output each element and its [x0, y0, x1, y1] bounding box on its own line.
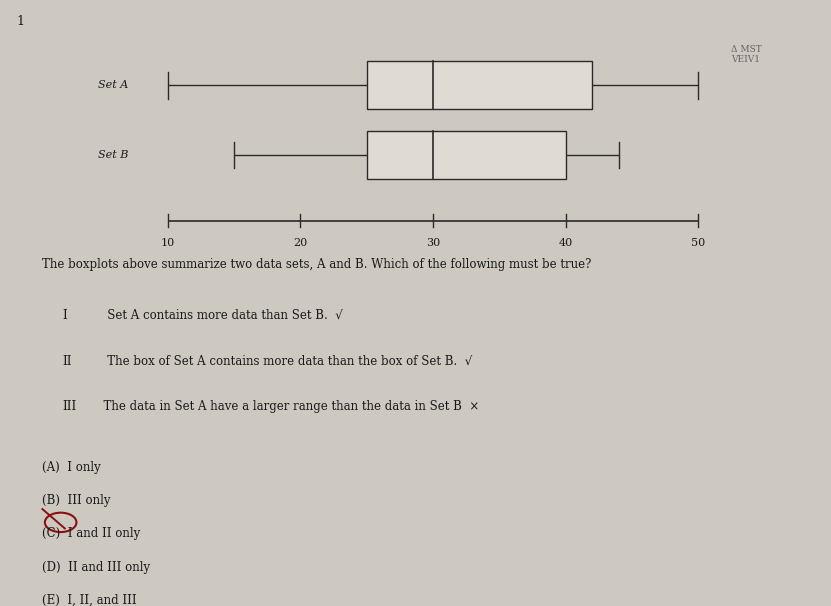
Text: Δ MST
VEIV1: Δ MST VEIV1: [731, 45, 762, 64]
Text: Set B: Set B: [97, 150, 128, 160]
Text: The boxplots above summarize two data sets, A and B. Which of the following must: The boxplots above summarize two data se…: [42, 258, 591, 270]
Text: 30: 30: [425, 238, 440, 248]
Text: (A)  I only: (A) I only: [42, 461, 101, 473]
Bar: [366, 61, 593, 109]
Text: Set A: Set A: [98, 81, 128, 90]
Text: (B)  III only: (B) III only: [42, 494, 110, 507]
Text: II: II: [62, 355, 71, 367]
Text: The box of Set A contains more data than the box of Set B.  √: The box of Set A contains more data than…: [96, 355, 472, 367]
Text: I: I: [62, 309, 67, 322]
Text: (D)  II and III only: (D) II and III only: [42, 561, 150, 573]
Text: 20: 20: [293, 238, 307, 248]
Text: (E)  I, II, and III: (E) I, II, and III: [42, 594, 136, 606]
Text: 50: 50: [691, 238, 706, 248]
Text: 40: 40: [558, 238, 573, 248]
Text: Set A contains more data than Set B.  √: Set A contains more data than Set B. √: [96, 309, 342, 322]
Bar: [366, 131, 566, 179]
Text: The data in Set A have a larger range than the data in Set B  ×: The data in Set A have a larger range th…: [96, 400, 479, 413]
Text: 1: 1: [17, 15, 25, 28]
Text: III: III: [62, 400, 76, 413]
Text: (C)  I and II only: (C) I and II only: [42, 527, 140, 540]
Text: 10: 10: [160, 238, 175, 248]
